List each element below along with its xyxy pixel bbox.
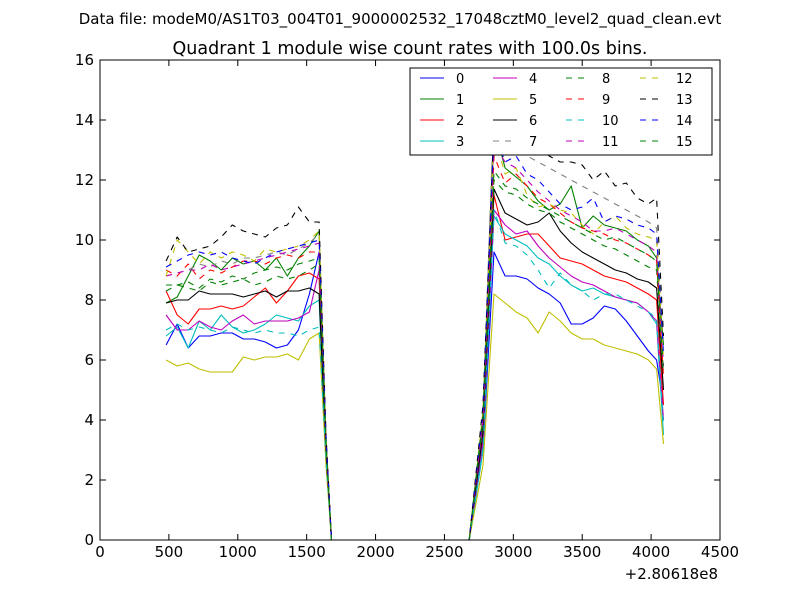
legend-label-2: 2 bbox=[456, 114, 464, 129]
legend-label-5: 5 bbox=[529, 93, 537, 108]
x-tick-label: 1500 bbox=[288, 543, 326, 561]
legend-label-10: 10 bbox=[602, 114, 619, 129]
x-tick-label: 4000 bbox=[632, 543, 670, 561]
legend-label-13: 13 bbox=[676, 93, 693, 108]
y-tick-label: 2 bbox=[84, 471, 94, 489]
y-tick-label: 10 bbox=[75, 231, 94, 249]
series-line-10 bbox=[165, 209, 665, 540]
y-tick-label: 0 bbox=[84, 531, 94, 549]
x-tick-label: 3000 bbox=[494, 543, 532, 561]
series-line-15 bbox=[165, 170, 665, 540]
x-offset-label: +2.80618e8 bbox=[625, 565, 718, 583]
x-axis: 0 500 1000 1500 2000 2500 3000 3500 4000 4500 bbox=[95, 60, 739, 561]
legend-label-7: 7 bbox=[529, 135, 537, 150]
x-tick-label: 2500 bbox=[425, 543, 463, 561]
series-line-6 bbox=[165, 188, 665, 540]
x-tick-label: 1000 bbox=[219, 543, 257, 561]
legend-label-14: 14 bbox=[676, 114, 693, 129]
y-tick-label: 12 bbox=[75, 171, 94, 189]
legend-frame bbox=[409, 67, 713, 156]
legend-label-8: 8 bbox=[602, 72, 610, 87]
legend-label-9: 9 bbox=[602, 93, 610, 108]
x-tick-label: 3500 bbox=[563, 543, 601, 561]
y-tick-label: 16 bbox=[75, 51, 94, 69]
legend-label-0: 0 bbox=[456, 72, 464, 87]
series-line-13 bbox=[165, 119, 665, 540]
x-tick-label: 2000 bbox=[356, 543, 394, 561]
legend-label-1: 1 bbox=[456, 93, 464, 108]
legend-label-11: 11 bbox=[602, 135, 619, 150]
legend-label-6: 6 bbox=[529, 114, 537, 129]
legend-label-3: 3 bbox=[456, 135, 464, 150]
legend-label-15: 15 bbox=[676, 135, 693, 150]
series-line-4 bbox=[165, 209, 665, 540]
figure-suptitle: Data file: modeM0/AS1T03_004T01_90000025… bbox=[79, 10, 722, 29]
legend-label-12: 12 bbox=[676, 72, 693, 87]
series-line-5 bbox=[165, 293, 665, 540]
x-tick-label: 4500 bbox=[701, 543, 739, 561]
x-tick-label: 500 bbox=[155, 543, 184, 561]
y-tick-label: 6 bbox=[84, 351, 94, 369]
x-tick-label: 0 bbox=[95, 543, 105, 561]
legend-label-4: 4 bbox=[529, 72, 537, 87]
y-tick-label: 8 bbox=[84, 291, 94, 309]
chart-title: Quadrant 1 module wise count rates with … bbox=[173, 39, 648, 59]
series-group bbox=[165, 104, 665, 540]
y-tick-label: 4 bbox=[84, 411, 94, 429]
plot-area: 0 500 1000 1500 2000 2500 3000 3500 4000 4500 0 2 4… bbox=[75, 51, 739, 583]
y-tick-label: 14 bbox=[75, 111, 94, 129]
